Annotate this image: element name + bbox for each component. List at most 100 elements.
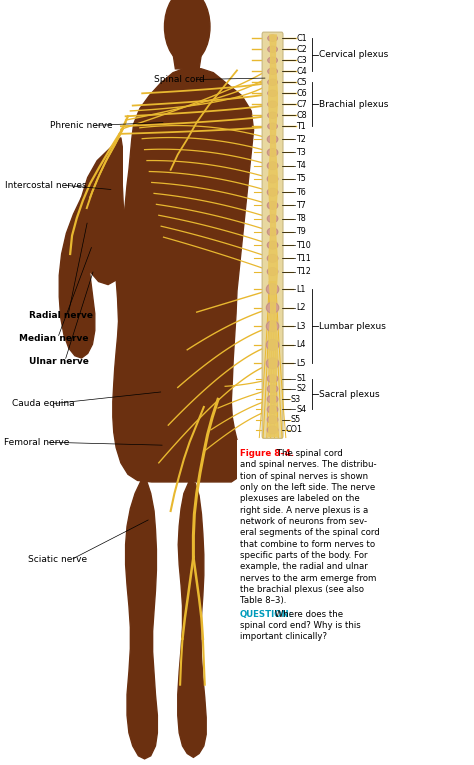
Text: T2: T2 [296, 135, 306, 144]
Text: T9: T9 [296, 227, 306, 236]
Text: Brachial plexus: Brachial plexus [319, 99, 388, 109]
Text: Radial nerve: Radial nerve [29, 311, 93, 320]
Text: example, the radial and ulnar: example, the radial and ulnar [240, 562, 368, 571]
Ellipse shape [268, 57, 277, 63]
Text: Femoral nerve: Femoral nerve [4, 438, 69, 447]
Polygon shape [59, 197, 95, 358]
Text: Ulnar nerve: Ulnar nerve [29, 356, 89, 366]
Text: L4: L4 [296, 340, 306, 350]
Text: right side. A nerve plexus is a: right side. A nerve plexus is a [240, 506, 368, 515]
Ellipse shape [267, 426, 278, 434]
Text: T8: T8 [296, 214, 306, 223]
Ellipse shape [267, 135, 278, 143]
Ellipse shape [268, 123, 277, 129]
Text: T10: T10 [296, 241, 311, 249]
Text: C2: C2 [296, 44, 307, 54]
Text: the brachial plexus (see also: the brachial plexus (see also [240, 585, 364, 594]
Text: nerves to the arm emerge from: nerves to the arm emerge from [240, 574, 376, 583]
Text: Cauda equina: Cauda equina [12, 399, 74, 409]
Ellipse shape [268, 68, 277, 74]
Text: Phrenic nerve: Phrenic nerve [50, 121, 112, 130]
Text: L2: L2 [296, 303, 306, 312]
Ellipse shape [267, 416, 278, 424]
Text: T11: T11 [296, 254, 311, 263]
Text: L1: L1 [296, 285, 306, 294]
Polygon shape [113, 67, 254, 482]
Text: C5: C5 [296, 78, 307, 86]
Ellipse shape [266, 284, 279, 295]
Text: Cervical plexus: Cervical plexus [319, 50, 388, 59]
Ellipse shape [267, 188, 278, 196]
Ellipse shape [266, 321, 279, 332]
Text: Figure 8–4.: Figure 8–4. [240, 449, 294, 458]
Text: S1: S1 [296, 374, 306, 383]
Text: that combine to form nerves to: that combine to form nerves to [240, 539, 375, 549]
Ellipse shape [267, 375, 278, 382]
Ellipse shape [268, 101, 277, 107]
Ellipse shape [267, 162, 278, 170]
Ellipse shape [267, 396, 278, 403]
Text: S4: S4 [296, 405, 306, 414]
Polygon shape [173, 54, 201, 69]
Ellipse shape [267, 175, 278, 183]
Text: Lumbar plexus: Lumbar plexus [319, 322, 386, 330]
Text: Where does the: Where does the [272, 610, 343, 619]
Ellipse shape [268, 112, 277, 119]
Text: S3: S3 [291, 395, 301, 404]
Text: T1: T1 [296, 122, 306, 131]
Text: tion of spinal nerves is shown: tion of spinal nerves is shown [240, 472, 368, 480]
Text: T7: T7 [296, 201, 306, 210]
Text: only on the left side. The nerve: only on the left side. The nerve [240, 483, 375, 492]
Ellipse shape [267, 215, 278, 223]
Text: T12: T12 [296, 267, 311, 276]
Circle shape [164, 0, 210, 63]
Text: C3: C3 [296, 56, 307, 65]
Ellipse shape [267, 405, 278, 413]
Text: Spinal cord: Spinal cord [154, 75, 205, 84]
Text: spinal cord end? Why is this: spinal cord end? Why is this [240, 621, 361, 630]
FancyBboxPatch shape [237, 440, 473, 761]
Text: C4: C4 [296, 67, 307, 76]
Ellipse shape [268, 46, 277, 52]
Text: T5: T5 [296, 174, 306, 184]
Text: S5: S5 [291, 415, 301, 424]
Ellipse shape [267, 148, 278, 156]
Text: and spinal nerves. The distribu-: and spinal nerves. The distribu- [240, 461, 376, 470]
Text: plexuses are labeled on the: plexuses are labeled on the [240, 494, 360, 503]
Ellipse shape [268, 80, 277, 86]
Text: C8: C8 [296, 111, 307, 120]
Text: specific parts of the body. For: specific parts of the body. For [240, 551, 367, 560]
Ellipse shape [267, 255, 278, 262]
Text: Sacral plexus: Sacral plexus [319, 389, 380, 399]
Ellipse shape [266, 340, 279, 350]
Ellipse shape [268, 90, 277, 96]
Ellipse shape [267, 385, 278, 392]
Polygon shape [80, 138, 127, 285]
Polygon shape [178, 480, 206, 757]
Polygon shape [126, 480, 157, 759]
Text: Sciatic nerve: Sciatic nerve [28, 555, 88, 565]
Text: L3: L3 [296, 322, 306, 330]
Text: important clinically?: important clinically? [240, 633, 327, 642]
Ellipse shape [266, 302, 279, 313]
Text: Median nerve: Median nerve [19, 334, 89, 343]
Text: C6: C6 [296, 89, 307, 98]
Text: C7: C7 [296, 99, 307, 109]
Text: T3: T3 [296, 148, 306, 157]
Text: network of neurons from sev-: network of neurons from sev- [240, 517, 367, 526]
Ellipse shape [267, 201, 278, 209]
Ellipse shape [267, 241, 278, 249]
Text: C1: C1 [296, 34, 307, 43]
Ellipse shape [267, 268, 278, 275]
Text: QUESTION:: QUESTION: [240, 610, 293, 619]
Ellipse shape [267, 228, 278, 236]
Ellipse shape [268, 35, 277, 41]
Text: Intercostal nerves: Intercostal nerves [5, 181, 86, 190]
Text: T6: T6 [296, 187, 306, 197]
Text: T4: T4 [296, 161, 306, 170]
Text: L5: L5 [296, 359, 306, 368]
Text: eral segments of the spinal cord: eral segments of the spinal cord [240, 529, 380, 537]
Text: S2: S2 [296, 385, 307, 393]
Ellipse shape [266, 358, 279, 369]
FancyBboxPatch shape [262, 32, 283, 438]
